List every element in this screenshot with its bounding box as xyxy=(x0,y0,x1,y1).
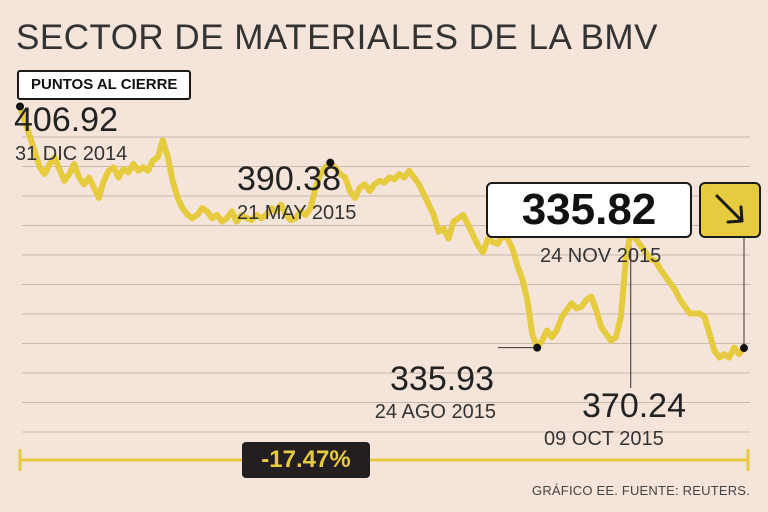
chart-title: SECTOR DE MATERIALES DE LA BMV xyxy=(16,18,658,57)
start-date-label: 31 DIC 2014 xyxy=(15,143,127,165)
annotation-dot-24-nov-2015 xyxy=(740,344,748,353)
trend-arrow-box xyxy=(699,182,761,238)
current-value-box: 335.82 xyxy=(486,182,692,238)
arrow-down-right-icon xyxy=(715,194,744,224)
oct-value-label: 370.24 xyxy=(582,387,686,425)
leader-lines xyxy=(498,231,745,388)
annotation-dot-24-ago-2015 xyxy=(533,343,542,352)
aug-date-label: 24 AGO 2015 xyxy=(375,401,496,423)
source-credit: GRÁFICO EE. FUENTE: REUTERS. xyxy=(532,483,750,498)
may-value-label: 390.38 xyxy=(237,160,341,198)
current-date-label: 24 NOV 2015 xyxy=(540,245,662,267)
start-value-label: 406.92 xyxy=(14,101,118,139)
may-date-label: 21 MAY 2015 xyxy=(237,202,356,224)
aug-value-label: 335.93 xyxy=(390,360,494,398)
annotation-dot-21-may-2015 xyxy=(326,158,335,167)
annotation-dot-31-dic-2014 xyxy=(16,102,24,111)
units-badge: PUNTOS AL CIERRE xyxy=(17,70,192,100)
oct-date-label: 09 OCT 2015 xyxy=(544,428,664,450)
series-line xyxy=(17,103,747,361)
percent-change-badge: -17.47% xyxy=(242,442,370,478)
